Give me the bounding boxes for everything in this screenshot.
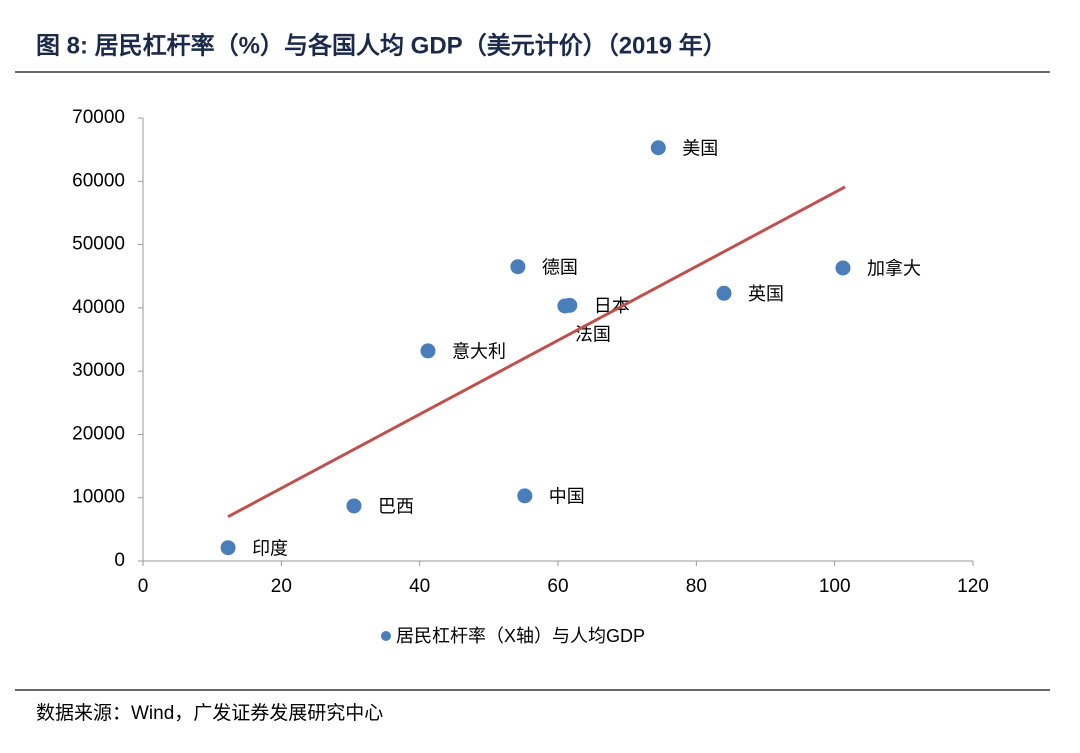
y-tick-label: 0	[114, 550, 125, 571]
point	[346, 498, 362, 514]
x-tick-label: 100	[819, 576, 851, 597]
point-label: 日本	[594, 296, 630, 316]
y-tick-label: 10000	[72, 487, 125, 508]
point	[420, 343, 436, 359]
x-tick-label: 120	[957, 576, 989, 597]
x-tick-label: 20	[271, 576, 292, 597]
x-tick-label: 60	[547, 576, 568, 597]
point-label: 德国	[542, 257, 578, 277]
y-tick-label: 30000	[72, 360, 125, 381]
point-label: 法国	[575, 325, 611, 345]
point	[517, 488, 533, 504]
point-label: 英国	[748, 284, 784, 304]
y-tick-label: 70000	[72, 107, 125, 128]
point	[650, 140, 666, 156]
point-label: 巴西	[378, 497, 414, 517]
point-label: 加拿大	[867, 258, 921, 279]
x-tick-label: 40	[409, 576, 430, 597]
legend-marker	[381, 631, 391, 641]
x-tick-label: 0	[138, 576, 149, 597]
y-tick-label: 50000	[72, 234, 125, 255]
point-label: 印度	[252, 538, 288, 558]
point-label: 中国	[549, 487, 585, 507]
chart-title: 图 8: 居民杠杆率（%）与各国人均 GDP（美元计价）（2019 年）	[36, 31, 727, 59]
point-label: 美国	[682, 138, 718, 158]
point	[716, 285, 732, 301]
trend-line	[227, 185, 846, 519]
source-note: 数据来源：Wind，广发证券发展研究中心	[36, 702, 383, 724]
y-tick-label: 20000	[72, 423, 125, 444]
legend-label: 居民杠杆率（X轴）与人均GDP	[396, 626, 645, 646]
y-tick-label: 60000	[72, 170, 125, 191]
point	[510, 259, 526, 275]
point	[835, 260, 851, 276]
point-label: 意大利	[452, 342, 506, 362]
x-tick-label: 80	[686, 576, 707, 597]
point	[557, 298, 573, 314]
point	[220, 540, 236, 556]
y-tick-label: 40000	[72, 297, 125, 318]
